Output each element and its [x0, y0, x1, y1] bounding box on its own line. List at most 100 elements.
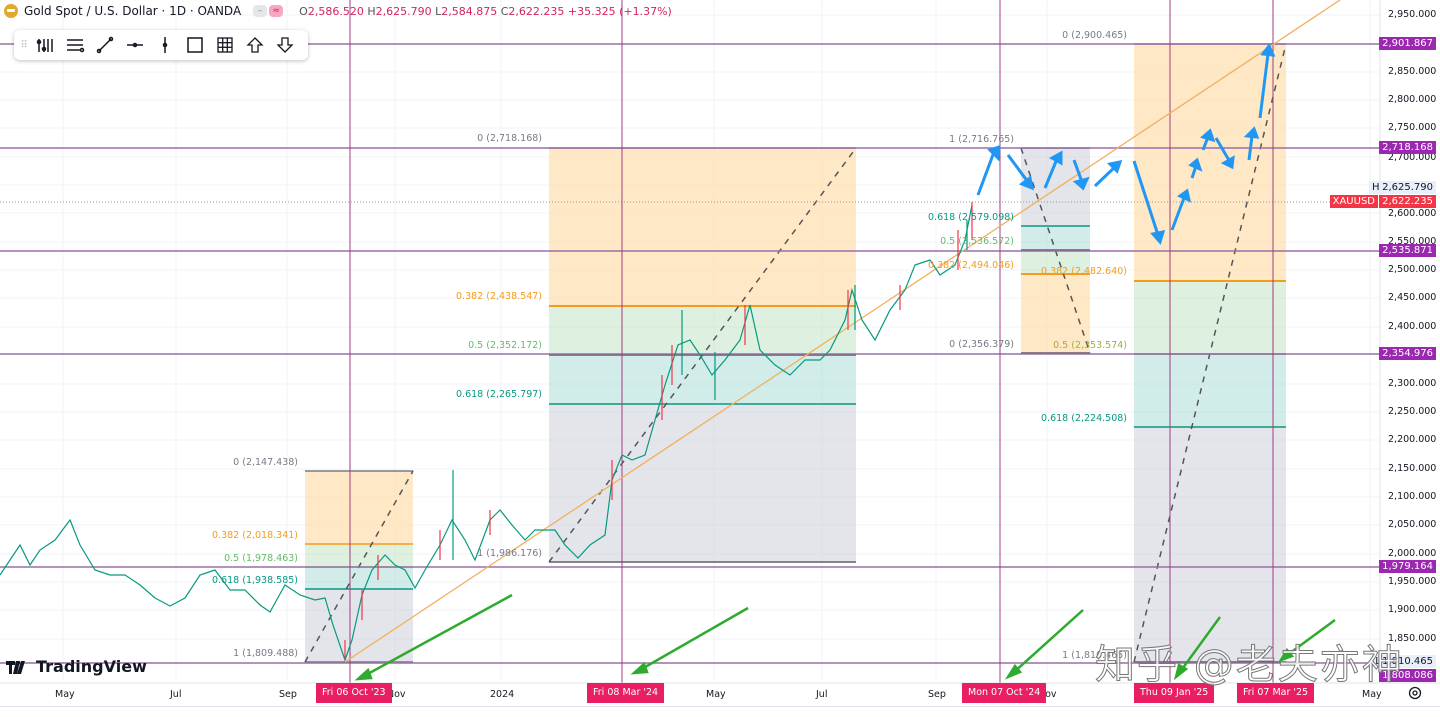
price-tick: 1,900.000 [1388, 604, 1437, 615]
low-label: L [435, 4, 442, 18]
price-tick: 2,950.000 [1388, 9, 1437, 20]
level-tag: 2,535.871 [1379, 244, 1436, 257]
level-tag: 2,901.867 [1379, 37, 1436, 50]
fib-label: 0.5 (2,536.572) [940, 236, 1014, 247]
fib-labels: 0 (2,147.438) 0.382 (2,018.341) 0.5 (1,9… [212, 30, 1127, 661]
settings-gear-icon[interactable] [1408, 686, 1422, 700]
gold-symbol-icon [4, 4, 18, 18]
price-tick: 2,750.000 [1388, 122, 1437, 133]
price-tick: 2,050.000 [1388, 519, 1437, 530]
price-tick: 2,000.000 [1388, 548, 1437, 559]
price-tick: 2,850.000 [1388, 66, 1437, 77]
rectangle-icon[interactable] [180, 31, 210, 59]
tradingview-logo-text: TradingView [36, 657, 147, 676]
low-tag-value: 1,810.465 [1379, 655, 1436, 668]
minus-icon[interactable]: – [253, 5, 268, 17]
low-value: 2,584.875 [441, 4, 498, 18]
drag-handle-icon[interactable]: ⠿ [20, 39, 28, 51]
time-tick: Nov [387, 689, 406, 700]
visibility-toggles[interactable]: – ≈ [253, 5, 284, 17]
fib-retracement-2 [548, 147, 857, 563]
arrow-up-icon[interactable] [240, 31, 270, 59]
fib-label: 0 (2,356.379) [949, 339, 1014, 350]
time-tick: May [55, 689, 75, 700]
time-tick: Jul [170, 689, 182, 700]
trend-line-icon[interactable] [90, 31, 120, 59]
date-marker-tag: Mon 07 Oct '24 [962, 683, 1047, 703]
fib-channel-icon[interactable] [30, 31, 60, 59]
price-tick: 2,800.000 [1388, 94, 1437, 105]
price-candles [0, 202, 973, 662]
price-tick: 2,200.000 [1388, 434, 1437, 445]
tradingview-logo[interactable]: TradingView [6, 657, 147, 676]
price-tick: 1,850.000 [1388, 633, 1437, 644]
time-tick: 2024 [490, 689, 515, 700]
fib-label: 1 (1,810.465) [1062, 650, 1127, 661]
pointer-arrows [354, 593, 1336, 681]
horizontal-line-icon[interactable] [120, 31, 150, 59]
fib-label: 1 (2,716.765) [949, 134, 1014, 145]
level-tag: 2,718.168 [1379, 141, 1436, 154]
date-marker-tag: Fri 06 Oct '23 [316, 683, 392, 703]
symbol-tag-value: 2,622.235 [1379, 195, 1436, 208]
time-tick: May [706, 689, 726, 700]
change-value: +35.325 (+1.37%) [567, 4, 672, 18]
ohlc-values: O2,586.520 H2,625.790 L2,584.875 C2,622.… [299, 5, 672, 18]
fib-label: 0.5 (1,978.463) [224, 553, 298, 564]
fib-label: 0.382 (2,438.547) [456, 291, 542, 302]
tradingview-logo-icon [6, 660, 25, 674]
price-tick: 2,250.000 [1388, 406, 1437, 417]
vertical-line-icon[interactable] [150, 31, 180, 59]
horizontal-ray-icon[interactable] [60, 31, 90, 59]
forecast-arrows [976, 43, 1276, 246]
fib-label: 0.5 (2,352.172) [468, 340, 542, 351]
price-tick: 2,600.000 [1388, 208, 1437, 219]
fib-label: 0.618 (2,579.098) [928, 212, 1014, 223]
fib-label: 0.618 (1,938.585) [212, 575, 298, 586]
price-tick: 1,950.000 [1388, 576, 1437, 587]
arrow-down-icon[interactable] [270, 31, 300, 59]
price-tick: 2,500.000 [1388, 264, 1437, 275]
open-value: 2,586.520 [307, 4, 364, 18]
grid-icon[interactable] [210, 31, 240, 59]
close-label: C [500, 4, 509, 18]
fib-retracement-5 [1133, 43, 1287, 663]
fib-label: 0.618 (2,224.508) [1041, 413, 1127, 424]
price-tick: 2,550.000 [1388, 236, 1437, 247]
time-tick: Sep [279, 689, 297, 700]
time-tick: May [1362, 689, 1382, 700]
fib-label: 0 (2,718.168) [477, 133, 542, 144]
date-marker-tag: Fri 08 Mar '24 [587, 683, 665, 703]
horizontal-levels [0, 43, 1380, 664]
price-tick: 2,300.000 [1388, 378, 1437, 389]
fib-label: 0.382 (2,018.341) [212, 530, 298, 541]
drawing-toolbar: ⠿ [14, 30, 308, 60]
time-tick: Jul [816, 689, 828, 700]
high-value: 2,625.790 [375, 4, 432, 18]
date-marker-tag: Fri 07 Mar '25 [1237, 683, 1315, 703]
fib-label: 1 (1,986.176) [477, 548, 542, 559]
price-tick: 2,100.000 [1388, 491, 1437, 502]
fib-label: 0.618 (2,265.797) [456, 389, 542, 400]
close-value: 2,622.235 [508, 4, 565, 18]
fib-label: 0 (2,900.465) [1062, 30, 1127, 41]
watermark: 知乎 @老夫亦神 [1095, 642, 1404, 689]
high-tag-value: 2,625.790 [1379, 181, 1436, 194]
bottom-panel-edge [0, 706, 1440, 717]
fib-label: 0.382 (2,494.046) [928, 260, 1014, 271]
trend-line [344, 0, 1341, 663]
fib-label: 0 (2,147.438) [233, 457, 298, 468]
approx-icon[interactable]: ≈ [269, 5, 284, 17]
fib-label: 0.5 (2,353.574) [1053, 340, 1127, 351]
symbol-title[interactable]: Gold Spot / U.S. Dollar · 1D · OANDA [24, 4, 242, 18]
fib-label: 0.382 (2,482.640) [1041, 266, 1127, 277]
price-tick: 2,700.000 [1388, 152, 1437, 163]
time-tick: Sep [928, 689, 946, 700]
fib-label: 1 (1,809.488) [233, 648, 298, 659]
chart-header: Gold Spot / U.S. Dollar · 1D · OANDA – ≈… [4, 4, 672, 18]
open-label: O [299, 4, 308, 18]
high-label: H [367, 4, 376, 18]
price-tick: 2,400.000 [1388, 321, 1437, 332]
time-tick: Nov [1038, 689, 1057, 700]
